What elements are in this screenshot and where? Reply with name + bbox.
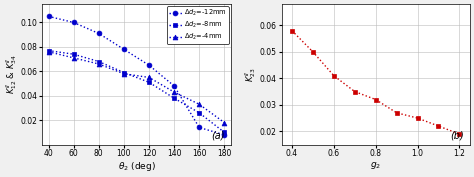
$\Delta d_2$=-12mm <box>121 48 127 50</box>
Legend: $\Delta d_2$=-12mm, $\Delta d_2$=-8mm, $\Delta d_2$=-4mm: $\Delta d_2$=-12mm, $\Delta d_2$=-8mm, $… <box>167 6 228 44</box>
Line: $\Delta d_2$=-12mm: $\Delta d_2$=-12mm <box>46 14 227 137</box>
Y-axis label: $K_{12}^{II}$ & $K_{34}^{II}$: $K_{12}^{II}$ & $K_{34}^{II}$ <box>4 55 19 94</box>
$\Delta d_2$=-12mm <box>146 64 152 66</box>
Y-axis label: $K_{23}^{II}$: $K_{23}^{II}$ <box>243 67 258 82</box>
$\Delta d_2$=-8mm <box>171 97 177 99</box>
$\Delta d_2$=-8mm <box>221 131 227 133</box>
$\Delta d_2$=-12mm <box>46 15 52 18</box>
$\Delta d_2$=-4mm <box>196 103 202 105</box>
$\Delta d_2$=-4mm <box>221 122 227 124</box>
Line: $\Delta d_2$=-4mm: $\Delta d_2$=-4mm <box>46 49 227 125</box>
$\Delta d_2$=-12mm <box>171 85 177 87</box>
X-axis label: $g_2$: $g_2$ <box>370 160 381 171</box>
Text: (b): (b) <box>450 130 464 140</box>
Line: $\Delta d_2$=-8mm: $\Delta d_2$=-8mm <box>46 48 227 135</box>
$\Delta d_2$=-8mm <box>46 50 52 52</box>
$\Delta d_2$=-4mm <box>71 57 76 59</box>
$\Delta d_2$=-12mm <box>71 21 76 24</box>
$\Delta d_2$=-4mm <box>96 63 101 65</box>
X-axis label: $\theta_2$ (deg): $\theta_2$ (deg) <box>118 160 155 173</box>
$\Delta d_2$=-8mm <box>96 61 101 63</box>
$\Delta d_2$=-4mm <box>146 76 152 78</box>
$\Delta d_2$=-8mm <box>196 112 202 114</box>
$\Delta d_2$=-8mm <box>121 72 127 74</box>
$\Delta d_2$=-4mm <box>171 91 177 93</box>
$\Delta d_2$=-8mm <box>71 53 76 55</box>
$\Delta d_2$=-4mm <box>46 51 52 53</box>
$\Delta d_2$=-12mm <box>221 134 227 136</box>
$\Delta d_2$=-12mm <box>96 32 101 35</box>
$\Delta d_2$=-8mm <box>146 81 152 83</box>
$\Delta d_2$=-12mm <box>196 126 202 129</box>
Text: (a): (a) <box>211 130 225 140</box>
$\Delta d_2$=-4mm <box>121 73 127 75</box>
